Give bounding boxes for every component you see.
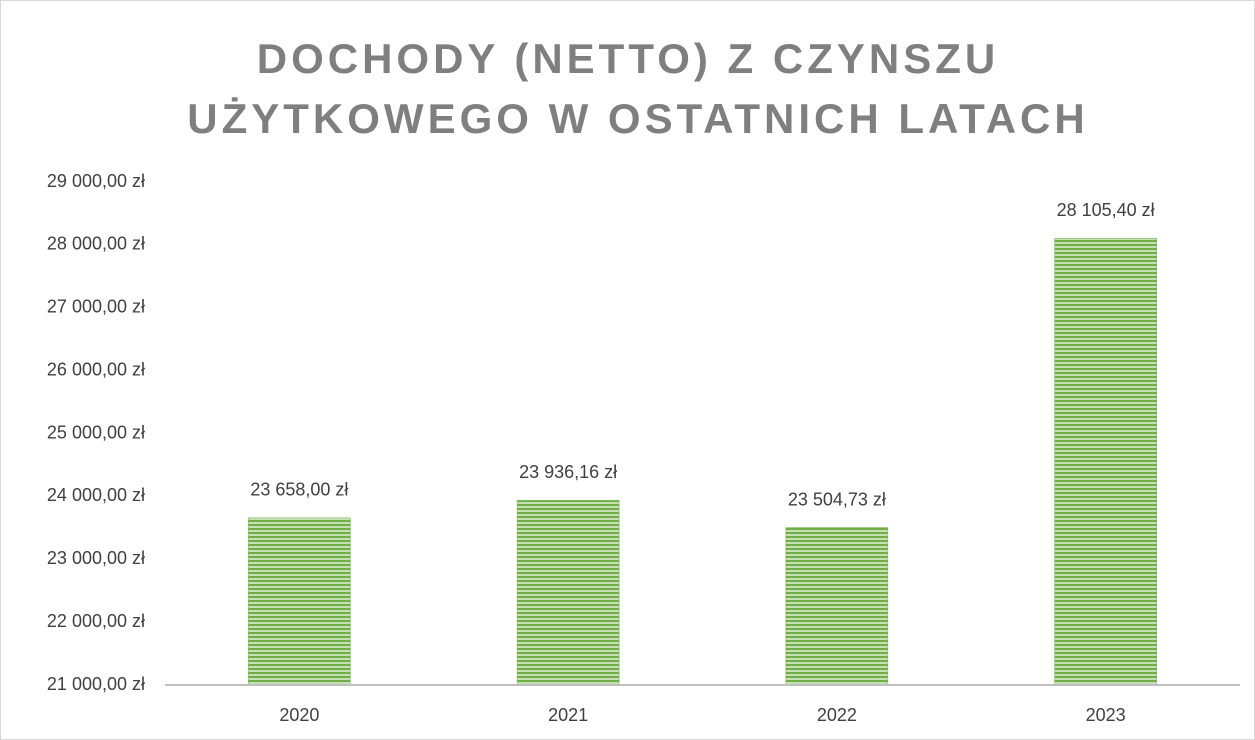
bar bbox=[248, 517, 351, 686]
data-label: 23 658,00 zł bbox=[250, 480, 348, 500]
data-label: 23 936,16 zł bbox=[519, 462, 617, 482]
x-tick-label: 2022 bbox=[817, 705, 857, 725]
data-label: 23 504,73 zł bbox=[788, 489, 886, 509]
y-tick-label: 24 000,00 zł bbox=[47, 485, 145, 505]
y-tick-label: 22 000,00 zł bbox=[47, 611, 145, 631]
y-tick-label: 23 000,00 zł bbox=[47, 548, 145, 568]
x-tick-label: 2023 bbox=[1086, 705, 1126, 725]
bar bbox=[1054, 237, 1157, 686]
x-tick-label: 2021 bbox=[548, 705, 588, 725]
bar bbox=[516, 500, 620, 686]
chart-title: UŻYTKOWEGO W OSTATNICH LATACH bbox=[187, 95, 1088, 142]
y-tick-label: 27 000,00 zł bbox=[47, 297, 145, 317]
y-tick-label: 25 000,00 zł bbox=[47, 422, 145, 442]
y-tick-label: 28 000,00 zł bbox=[47, 234, 145, 254]
chart-title: DOCHODY (NETTO) Z CZYNSZU bbox=[257, 35, 999, 82]
y-tick-label: 26 000,00 zł bbox=[47, 359, 145, 379]
y-tick-label: 29 000,00 zł bbox=[47, 171, 145, 191]
y-tick-label: 21 000,00 zł bbox=[47, 674, 145, 694]
bar bbox=[785, 527, 889, 686]
data-label: 28 105,40 zł bbox=[1057, 200, 1155, 220]
x-tick-label: 2020 bbox=[279, 705, 319, 725]
